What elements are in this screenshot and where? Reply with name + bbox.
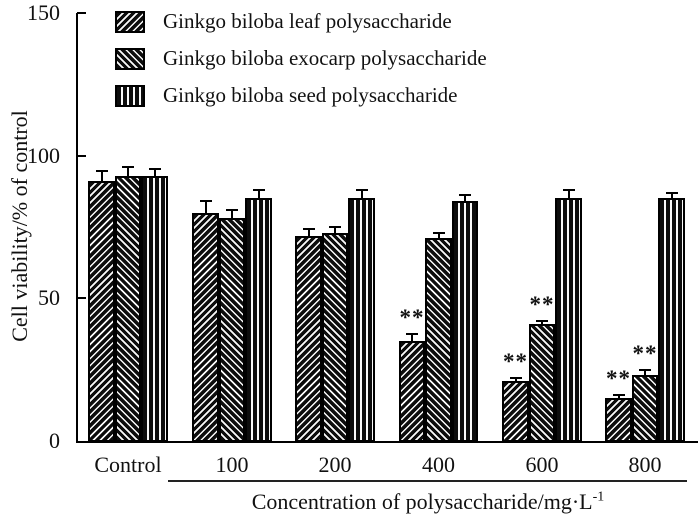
- error-bar-stem: [541, 321, 543, 324]
- bar-vertical-600: [555, 198, 582, 442]
- error-bar-stem: [617, 395, 620, 399]
- bar-diag-up-Control: [88, 181, 115, 442]
- error-bar-cap: [432, 231, 445, 234]
- significance-marker: **: [399, 305, 425, 330]
- significance-marker: **: [529, 292, 555, 318]
- bar-diag-up-100: [192, 212, 219, 442]
- error-bar-stem: [644, 369, 646, 376]
- diagonal-down-hatch-icon: [115, 47, 145, 70]
- bar-diag-up-600: [502, 381, 529, 442]
- significance-marker: **: [503, 349, 528, 375]
- error-bar-cap: [406, 333, 418, 335]
- bar-vertical-100: [245, 198, 272, 442]
- error-bar-stem: [257, 189, 260, 199]
- concentration-group-underline: [168, 480, 687, 482]
- vertical-hatch-icon: [115, 84, 145, 107]
- error-bar-cap: [459, 194, 471, 197]
- x-axis-title-main: Concentration of polysaccharide/mg·L: [251, 489, 593, 514]
- x-tick-label: 400: [422, 452, 455, 477]
- bar-diag-down-200: [321, 232, 349, 442]
- error-bar-stem: [307, 229, 310, 236]
- legend-item-exocarp: Ginkgo biloba exocarp polysaccharide: [115, 46, 487, 70]
- error-bar-stem: [670, 192, 673, 199]
- diagonal-up-hatch-icon: [115, 10, 145, 33]
- y-axis-line: [76, 13, 78, 443]
- bar-vertical-Control: [141, 175, 168, 442]
- error-bar-stem: [127, 167, 129, 176]
- error-bar-cap: [329, 225, 341, 228]
- error-bar-cap: [562, 188, 575, 191]
- error-bar-stem: [153, 168, 156, 176]
- bar-vertical-200: [348, 198, 375, 442]
- error-bar-stem: [231, 210, 233, 219]
- y-tick-label: 0: [49, 428, 60, 453]
- y-tick-label: 100: [27, 142, 60, 168]
- x-axis-title: Concentration of polysaccharide/mg·L-1: [168, 489, 688, 515]
- bar-diag-down-800: [631, 375, 659, 442]
- error-bar-cap: [355, 188, 368, 191]
- legend-label-exocarp: Ginkgo biloba exocarp polysaccharide: [163, 46, 487, 70]
- error-bar-cap: [226, 209, 238, 212]
- error-bar-cap: [148, 167, 161, 170]
- error-bar-cap: [509, 377, 522, 380]
- error-bar-cap: [665, 191, 678, 194]
- x-tick-label: 600: [525, 452, 559, 477]
- legend-item-leaf: Ginkgo biloba leaf polysaccharide: [115, 9, 452, 33]
- legend-label-leaf: Ginkgo biloba leaf polysaccharide: [163, 9, 452, 33]
- error-bar-cap: [199, 200, 212, 203]
- error-bar-cap: [536, 320, 548, 323]
- bar-diag-down-600: [528, 324, 556, 442]
- error-bar-cap: [612, 394, 625, 397]
- bar-diag-up-800: [605, 398, 632, 442]
- bar-diag-down-Control: [114, 175, 142, 442]
- x-tick-label: 800: [628, 452, 662, 477]
- legend-label-seed: Ginkgo biloba seed polysaccharide: [163, 83, 458, 107]
- error-bar-cap: [639, 368, 651, 371]
- bar-diag-down-100: [218, 218, 246, 442]
- x-tick-label: 100: [215, 452, 249, 477]
- y-tick-mark: [77, 12, 86, 14]
- error-bar-stem: [514, 378, 517, 382]
- error-bar-cap: [252, 188, 265, 191]
- error-bar-cap: [302, 228, 315, 231]
- y-tick-mark: [77, 154, 86, 157]
- legend-item-seed: Ginkgo biloba seed polysaccharide: [115, 83, 458, 107]
- error-bar-cap: [95, 170, 108, 173]
- bar-diag-up-400: [398, 341, 426, 442]
- x-tick-label: Control: [94, 452, 162, 477]
- y-tick-label: 150: [27, 0, 60, 25]
- significance-marker: **: [606, 366, 631, 392]
- error-bar-stem: [567, 189, 570, 199]
- error-bar-stem: [204, 201, 207, 213]
- error-bar-cap: [122, 166, 134, 169]
- error-bar-stem: [464, 195, 466, 202]
- bar-vertical-400: [451, 201, 479, 442]
- x-axis-line: [76, 441, 698, 443]
- bar-diag-up-200: [295, 235, 322, 442]
- bar-vertical-800: [658, 198, 685, 442]
- significance-marker: **: [632, 340, 658, 366]
- x-tick-label: 200: [318, 452, 352, 477]
- error-bar-stem: [360, 189, 363, 199]
- error-bar-stem: [334, 226, 336, 233]
- x-axis-title-superscript: -1: [592, 489, 605, 505]
- bar-diag-down-400: [425, 238, 452, 442]
- error-bar-stem: [437, 232, 440, 239]
- y-tick-label: 50: [38, 285, 60, 311]
- error-bar-stem: [411, 334, 413, 342]
- y-tick-mark: [77, 297, 86, 300]
- error-bar-stem: [100, 171, 103, 182]
